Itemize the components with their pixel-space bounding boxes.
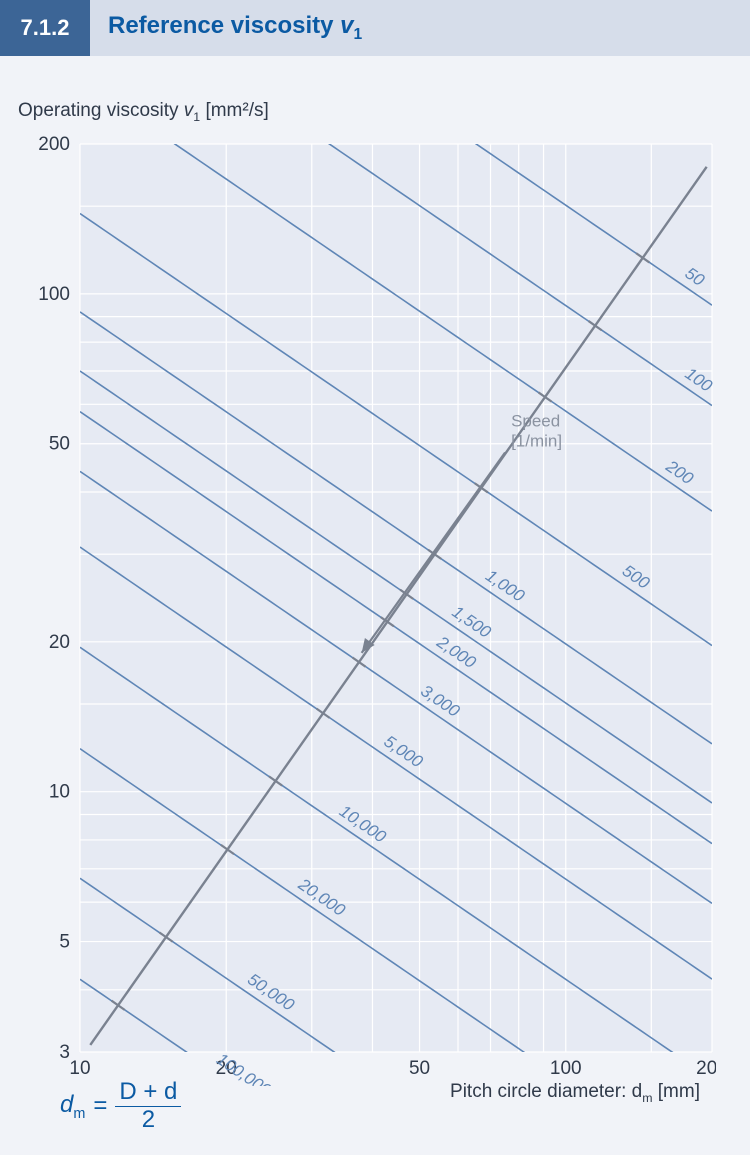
y-tick-label: 200 [38,134,70,155]
y-tick-label: 20 [49,632,70,653]
section-header: 7.1.2 Reference viscosity v1 [0,0,750,56]
x-tick-label: 200 [696,1058,716,1079]
section-title: Reference viscosity v1 [108,12,362,44]
x-axis-title: Pitch circle diameter: dm [mm] [450,1081,700,1105]
page-root: 7.1.2 Reference viscosity v1 Operating v… [0,0,750,1155]
speed-caption-unit: [1/min] [511,432,562,451]
dm-formula: dm = D + d 2 [60,1079,181,1133]
chart-container: Operating viscosity v1 [mm²/s] 102050100… [18,100,732,1137]
speed-caption: Speed [511,412,560,431]
x-tick-label: 50 [409,1058,430,1079]
y-tick-label: 3 [59,1042,70,1063]
y-tick-label: 100 [38,284,70,305]
y-tick-label: 50 [49,434,70,455]
viscosity-chart: 10205010020035102050100200501002005001,0… [18,100,716,1086]
y-tick-label: 10 [49,782,70,803]
x-tick-label: 100 [550,1058,582,1079]
plot-area [80,144,712,1052]
section-number: 7.1.2 [0,0,90,56]
y-tick-label: 5 [59,932,70,953]
speed-line-label: 100,000 [213,1049,275,1086]
x-tick-label: 10 [69,1058,90,1079]
